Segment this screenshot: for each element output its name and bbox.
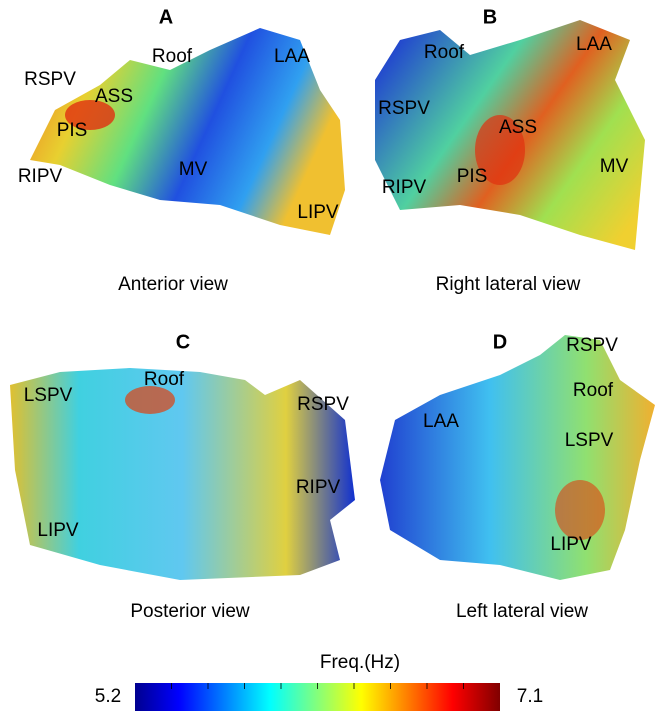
colorbar-title: Freq.(Hz) bbox=[320, 652, 400, 673]
region-label: LIPV bbox=[550, 534, 592, 555]
hot-spot bbox=[555, 480, 605, 540]
region-label: LAA bbox=[576, 34, 612, 55]
region-label: RSPV bbox=[24, 69, 76, 90]
hot-spot bbox=[125, 386, 175, 414]
region-label: PIS bbox=[457, 166, 488, 187]
map-d bbox=[380, 335, 655, 580]
panel-letter: D bbox=[493, 331, 507, 353]
region-label: Roof bbox=[424, 42, 465, 63]
panel-caption: Posterior view bbox=[130, 601, 250, 622]
region-label: RSPV bbox=[297, 394, 349, 415]
hot-spot bbox=[65, 100, 115, 130]
region-label: MV bbox=[179, 159, 208, 180]
region-label: ASS bbox=[499, 117, 537, 138]
region-label: RSPV bbox=[566, 335, 618, 356]
panel-caption: Right lateral view bbox=[436, 274, 581, 295]
region-label: LIPV bbox=[297, 202, 339, 223]
region-label: LAA bbox=[274, 46, 310, 67]
hot-spot bbox=[475, 115, 525, 185]
panel-letter: B bbox=[483, 6, 497, 28]
region-label: Roof bbox=[152, 46, 193, 67]
panel-letter: A bbox=[159, 6, 173, 28]
region-label: LSPV bbox=[24, 385, 73, 406]
region-label: LIPV bbox=[37, 520, 79, 541]
colorbar-min: 5.2 bbox=[95, 686, 121, 707]
region-label: Roof bbox=[573, 380, 614, 401]
colorbar-max: 7.1 bbox=[517, 686, 543, 707]
region-label: RIPV bbox=[382, 177, 427, 198]
panel-letter: C bbox=[176, 331, 190, 353]
region-label: LAA bbox=[423, 411, 459, 432]
map-c bbox=[10, 368, 355, 580]
panel-caption: Anterior view bbox=[118, 274, 228, 295]
region-label: RSPV bbox=[378, 98, 430, 119]
region-label: ASS bbox=[95, 86, 133, 107]
region-label: RIPV bbox=[18, 166, 63, 187]
region-label: PIS bbox=[57, 120, 88, 141]
region-label: LSPV bbox=[565, 430, 614, 451]
map-a bbox=[30, 28, 345, 235]
region-label: RIPV bbox=[296, 477, 341, 498]
panel-caption: Left lateral view bbox=[456, 601, 588, 622]
region-label: Roof bbox=[144, 369, 185, 390]
region-label: MV bbox=[600, 156, 629, 177]
